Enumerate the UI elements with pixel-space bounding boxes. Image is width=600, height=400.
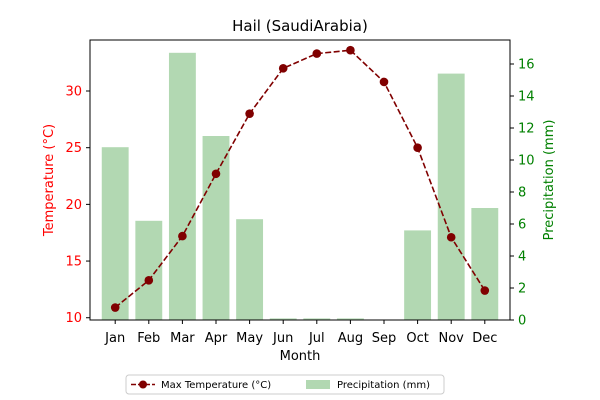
legend-temperature-marker-icon	[139, 380, 147, 389]
temperature-point-jan	[110, 303, 120, 312]
left-y-axis-title: Temperature (°C)	[42, 124, 57, 237]
left-y-tick-label: 25	[65, 141, 82, 156]
x-tick-label: Feb	[137, 331, 160, 346]
x-axis-ticks: Jan Feb Mar Apr May Jun Jul Aug Sep Oct Nov Dec	[104, 320, 497, 346]
right-y-tick-label: 6	[518, 218, 526, 233]
legend-box	[125, 374, 445, 395]
plot-frame	[89, 39, 511, 321]
x-tick-label: Mar	[170, 331, 195, 346]
x-tick-label: Nov	[439, 331, 465, 346]
temperature-point-oct	[413, 143, 422, 152]
precipitation-bar-mar	[168, 52, 196, 321]
temperature-line-series	[110, 45, 490, 312]
left-y-tick-label: 30	[65, 85, 82, 100]
precipitation-bar-jun	[269, 318, 297, 320]
right-y-axis-title: Precipitation (mm)	[542, 120, 557, 241]
right-y-axis-ticks: 0 2 4 6 8 10 12 14 16	[510, 58, 535, 329]
precipitation-bar-aug	[336, 318, 364, 320]
x-tick-label: Jun	[272, 331, 293, 346]
right-y-tick-label: 4	[518, 250, 526, 265]
temperature-point-may	[245, 109, 254, 118]
temperature-point-aug	[346, 45, 355, 55]
chart-title: Hail (SaudiArabia)	[232, 17, 368, 35]
x-tick-label: Jul	[308, 331, 325, 346]
x-tick-label: Jan	[104, 331, 125, 346]
precipitation-bar-jan	[101, 147, 129, 320]
x-tick-label: Aug	[338, 331, 363, 346]
temperature-line	[114, 49, 486, 309]
right-y-tick-label: 12	[518, 122, 535, 137]
legend: Max Temperature (°C) Precipitation (mm)	[125, 374, 445, 395]
temperature-point-feb	[144, 276, 154, 285]
left-y-tick-label: 20	[65, 198, 82, 213]
precipitation-bar-dec	[471, 208, 499, 320]
left-y-axis-ticks: 10 15 20 25 30	[65, 85, 90, 326]
precipitation-bar-oct	[404, 230, 432, 320]
x-tick-label: May	[236, 331, 263, 346]
temperature-point-jun	[278, 64, 288, 73]
legend-precipitation-label: Precipitation (mm)	[337, 380, 430, 391]
precipitation-bar-apr	[202, 136, 230, 320]
temperature-point-apr	[211, 169, 221, 179]
right-y-tick-label: 8	[518, 186, 526, 201]
x-tick-label: Oct	[406, 331, 428, 346]
precipitation-bar-nov	[437, 73, 465, 320]
right-y-tick-label: 14	[518, 90, 535, 105]
temperature-point-nov	[446, 232, 456, 242]
x-tick-label: Dec	[472, 331, 497, 346]
temperature-point-sep	[379, 77, 389, 87]
left-y-tick-label: 15	[65, 255, 82, 270]
x-tick-label: Sep	[372, 331, 397, 346]
legend-temperature-label: Max Temperature (°C)	[161, 380, 271, 391]
right-y-tick-label: 0	[518, 314, 526, 329]
precipitation-bar-feb	[135, 220, 163, 320]
left-y-tick-label: 10	[65, 311, 82, 326]
temperature-point-jul	[312, 49, 322, 58]
right-y-tick-label: 10	[518, 154, 535, 169]
temperature-point-mar	[178, 231, 187, 241]
x-axis-title: Month	[280, 349, 321, 364]
right-y-tick-label: 16	[518, 58, 535, 73]
x-tick-label: Apr	[205, 331, 228, 346]
temperature-point-dec	[480, 286, 490, 295]
precipitation-bar-may	[236, 219, 264, 320]
right-y-tick-label: 2	[518, 282, 526, 297]
precipitation-bars	[101, 52, 499, 321]
legend-precipitation-swatch-icon	[306, 380, 330, 389]
precipitation-bar-jul	[303, 318, 331, 320]
